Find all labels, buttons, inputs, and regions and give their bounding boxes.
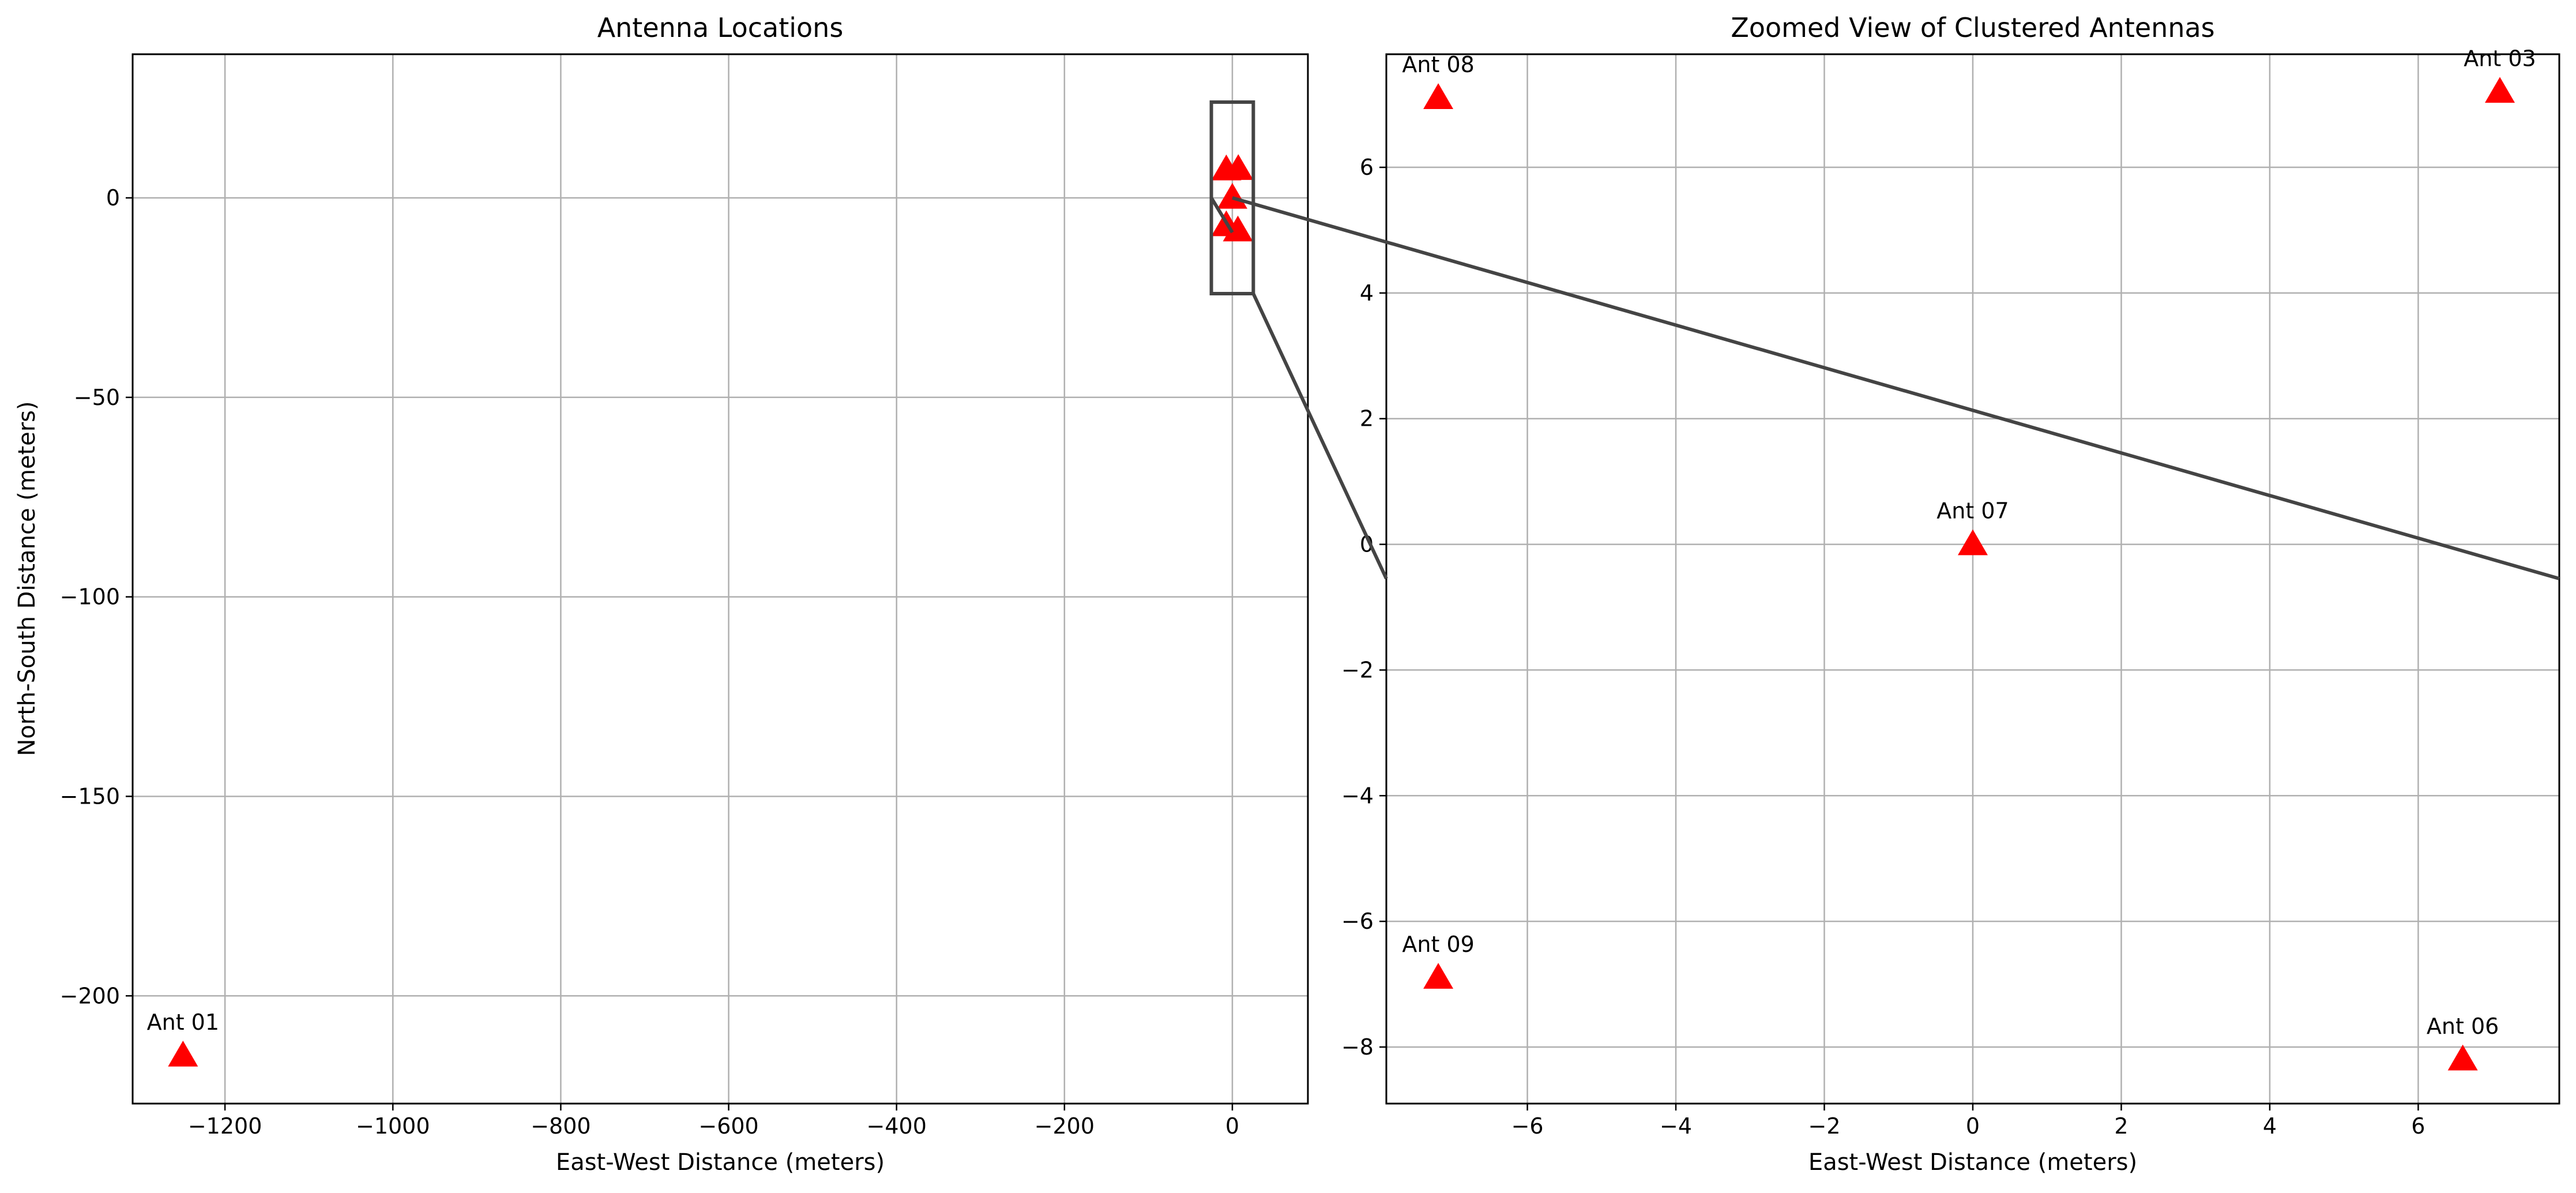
y-tick-label: −6 — [1341, 909, 1374, 934]
y-tick-label: 2 — [1360, 406, 1374, 432]
antenna-marker — [2485, 77, 2515, 103]
x-tick-label: 4 — [2263, 1113, 2277, 1139]
left-chart-title: Antenna Locations — [597, 12, 844, 43]
x-tick-label: 0 — [1966, 1113, 1980, 1139]
y-tick-label: 0 — [106, 185, 120, 211]
left-axes-frame — [131, 53, 1309, 1105]
x-tick-label: −2 — [1808, 1113, 1841, 1139]
right-x-axis-label: East-West Distance (meters) — [1808, 1149, 2137, 1176]
antenna-marker — [1423, 83, 1454, 109]
antenna-label: Ant 06 — [2427, 1014, 2499, 1039]
left-x-axis-label: East-West Distance (meters) — [556, 1149, 885, 1176]
antenna-marker — [1211, 154, 1242, 181]
x-tick-label: −400 — [867, 1113, 927, 1139]
antenna-marker — [1958, 529, 1988, 556]
x-tick-label: −6 — [1511, 1113, 1544, 1139]
zoomed-view-chart: Ant 08 Ant 03 Ant 07 Ant 09 Ant 06 −6 −4 −2 0 2 4… — [1341, 12, 2560, 1176]
zoom-connector-line — [1232, 196, 2560, 580]
antenna-marker — [1423, 963, 1454, 989]
antenna-label: Ant 08 — [1402, 52, 1474, 77]
antenna-label: Ant 03 — [2464, 46, 2536, 71]
y-tick-label: −150 — [60, 783, 120, 809]
antenna-label: Ant 01 — [147, 1010, 219, 1035]
x-tick-label: 0 — [1225, 1113, 1239, 1139]
y-tick-label: 4 — [1360, 280, 1374, 306]
y-tick-label: −2 — [1341, 657, 1374, 682]
antenna-label: Ant 07 — [1936, 498, 2009, 524]
antenna-locations-chart: Ant 01 −1200 −1000 −800 −600 −400 −200 0−200−1… — [14, 12, 1309, 1176]
antenna-marker — [2447, 1044, 2478, 1071]
y-tick-label: 6 — [1360, 155, 1374, 180]
y-tick-label: −50 — [74, 385, 120, 410]
x-tick-label: −1200 — [188, 1113, 262, 1139]
left-y-axis-label: North-South Distance (meters) — [14, 401, 40, 756]
antenna-marker — [1217, 182, 1247, 209]
y-tick-label: −100 — [60, 584, 120, 610]
antenna-marker — [168, 1041, 198, 1067]
x-tick-label: −200 — [1035, 1113, 1095, 1139]
x-tick-label: 6 — [2411, 1113, 2425, 1139]
antenna-label: Ant 09 — [1402, 932, 1474, 957]
x-tick-label: −800 — [531, 1113, 591, 1139]
right-chart-title: Zoomed View of Clustered Antennas — [1731, 12, 2214, 43]
y-tick-label: −8 — [1341, 1034, 1374, 1060]
y-tick-label: −200 — [60, 983, 120, 1008]
zoom-connector-line — [1210, 197, 1234, 234]
x-tick-label: −1000 — [356, 1113, 430, 1139]
zoom-connector-line — [1251, 292, 1388, 580]
x-tick-label: −600 — [698, 1113, 758, 1139]
zoom-connector-lines — [1210, 196, 2560, 580]
x-tick-label: −4 — [1660, 1113, 1692, 1139]
x-tick-label: 2 — [2114, 1113, 2128, 1139]
y-tick-label: −4 — [1341, 783, 1374, 808]
